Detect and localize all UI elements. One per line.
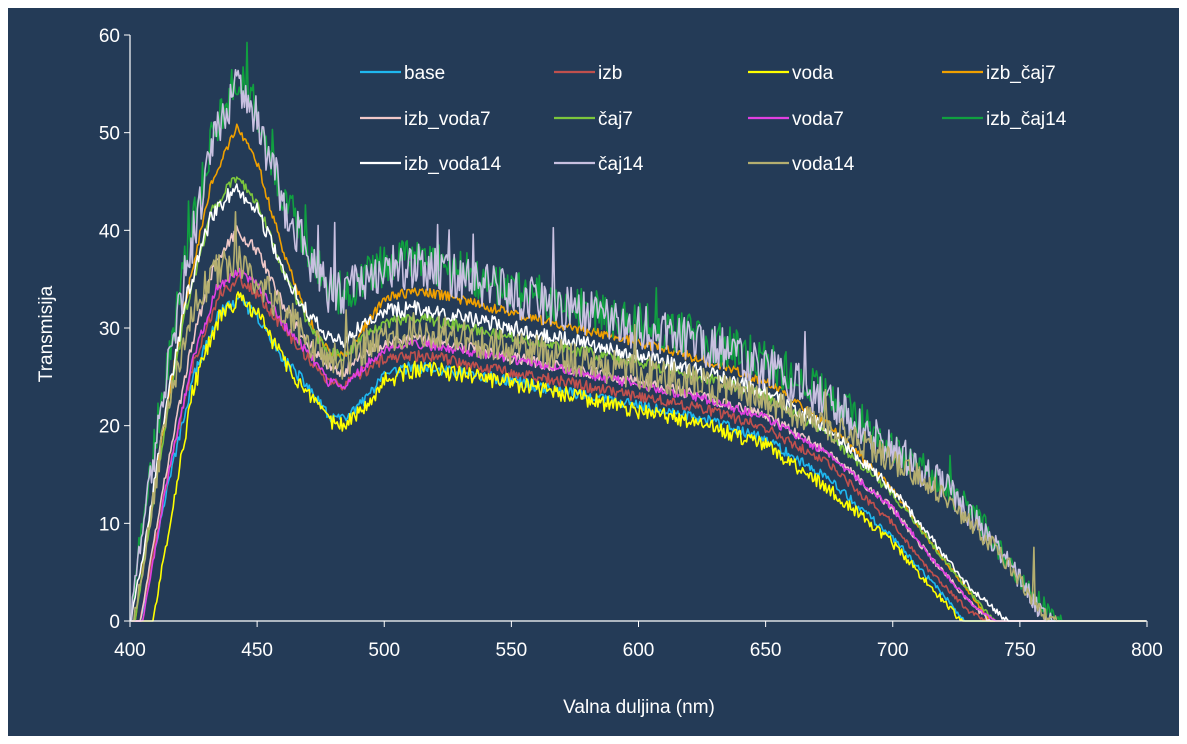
series-line-4	[131, 123, 1146, 622]
y-tick-label: 20	[99, 417, 120, 438]
series-layer	[130, 41, 1146, 622]
x-tick-label: 550	[496, 640, 528, 661]
x-tick-label: 450	[241, 640, 273, 661]
y-tick-label: 40	[99, 221, 120, 242]
x-tick-label: 650	[750, 640, 782, 661]
legend-label: izb_voda7	[404, 109, 491, 130]
legend: base izb voda izb_čaj7 izb_voda7 čaj7 voda7 izb…	[360, 63, 1067, 175]
legend-label: čaj14	[598, 154, 644, 175]
y-axis-title: Transmisija	[36, 285, 57, 382]
legend-label: base	[404, 63, 445, 84]
series-line-9	[130, 183, 1146, 622]
legend-label: izb	[598, 63, 622, 84]
x-axis-title: Valna duljina (nm)	[563, 697, 715, 718]
x-tick-label: 400	[114, 640, 146, 661]
x-tick-label: 800	[1131, 640, 1163, 661]
series-line-6	[131, 176, 1146, 622]
legend-label: izb_čaj7	[986, 63, 1056, 84]
legend-label: voda7	[792, 109, 844, 130]
legend-label: izb_čaj14	[986, 109, 1067, 130]
y-tick-label: 30	[99, 319, 120, 340]
y-tick-label: 0	[109, 612, 120, 633]
y-tick-label: 60	[99, 26, 120, 47]
legend-label: voda14	[792, 154, 855, 175]
ticks-layer: 0 10 20 30 40 50 60 400 450 500 550 600 650 700 750 800	[99, 26, 1163, 661]
series-line-11	[131, 211, 1146, 622]
chart-frame: 0 10 20 30 40 50 60 400 450 500 550 600 650 700 750 800…	[8, 8, 1179, 736]
x-tick-label: 750	[1004, 640, 1036, 661]
legend-label: voda	[792, 63, 834, 84]
y-tick-label: 50	[99, 124, 120, 145]
x-tick-label: 500	[368, 640, 400, 661]
x-tick-label: 700	[877, 640, 909, 661]
legend-label: izb_voda14	[404, 154, 502, 175]
series-line-5	[131, 225, 1146, 622]
series-line-2	[131, 274, 1146, 622]
transmission-chart: 0 10 20 30 40 50 60 400 450 500 550 600 650 700 750 800…	[36, 26, 1163, 718]
x-tick-label: 600	[623, 640, 655, 661]
legend-label: čaj7	[598, 109, 633, 130]
y-tick-label: 10	[99, 514, 120, 535]
series-line-10	[130, 69, 1146, 622]
series-line-1	[131, 293, 1146, 622]
